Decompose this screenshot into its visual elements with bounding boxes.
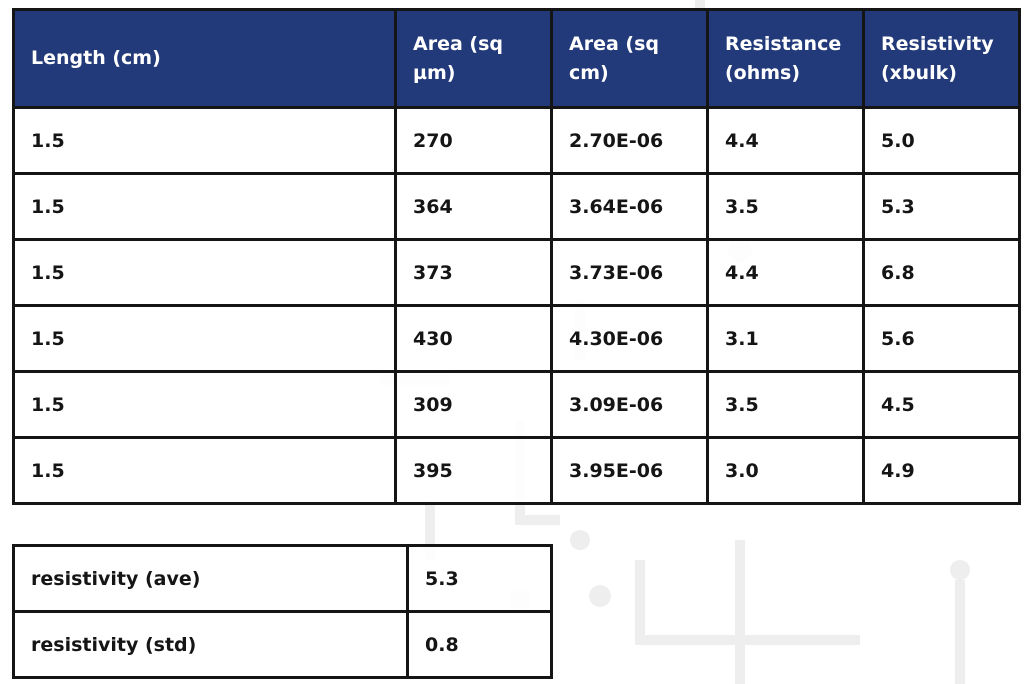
table-row: 1.5 430 4.30E-06 3.1 5.6 — [12, 304, 1021, 373]
table-cell: 4.4 — [706, 238, 865, 307]
table-cell: 3.0 — [706, 436, 865, 505]
table-cell: 4.30E-06 — [550, 304, 709, 373]
table-cell: 6.8 — [862, 238, 1021, 307]
table-cell: 4.5 — [862, 370, 1021, 439]
table-cell: 1.5 — [12, 304, 397, 373]
summary-value: 0.8 — [406, 610, 553, 679]
table-cell: 4.4 — [706, 106, 865, 175]
table-cell: 373 — [394, 238, 553, 307]
table-cell: 1.5 — [12, 238, 397, 307]
table-row: 1.5 395 3.95E-06 3.0 4.9 — [12, 436, 1021, 505]
table-cell: 3.09E-06 — [550, 370, 709, 439]
table-cell: 3.5 — [706, 370, 865, 439]
column-header-area-sq-um: Area (sq µm) — [394, 8, 553, 109]
table-header-row: Length (cm) Area (sq µm) Area (sq cm) Re… — [12, 8, 1021, 109]
table-cell: 3.1 — [706, 304, 865, 373]
table-row: 1.5 373 3.73E-06 4.4 6.8 — [12, 238, 1021, 307]
summary-row-std: resistivity (std) 0.8 — [12, 610, 553, 679]
table-cell: 5.3 — [862, 172, 1021, 241]
column-header-area-sq-cm: Area (sq cm) — [550, 8, 709, 109]
table-cell: 1.5 — [12, 436, 397, 505]
summary-table: resistivity (ave) 5.3 resistivity (std) … — [12, 544, 553, 679]
column-header-resistivity: Resistivity (xbulk) — [862, 8, 1021, 109]
table-cell: 364 — [394, 172, 553, 241]
table-cell: 395 — [394, 436, 553, 505]
table-cell: 309 — [394, 370, 553, 439]
column-header-resistance: Resistance (ohms) — [706, 8, 865, 109]
summary-value: 5.3 — [406, 544, 553, 613]
table-row: 1.5 270 2.70E-06 4.4 5.0 — [12, 106, 1021, 175]
column-header-length: Length (cm) — [12, 8, 397, 109]
table-cell: 2.70E-06 — [550, 106, 709, 175]
summary-label: resistivity (ave) — [12, 544, 409, 613]
table-row: 1.5 309 3.09E-06 3.5 4.5 — [12, 370, 1021, 439]
summary-row-average: resistivity (ave) 5.3 — [12, 544, 553, 613]
table-cell: 270 — [394, 106, 553, 175]
table-cell: 3.73E-06 — [550, 238, 709, 307]
table-row: 1.5 364 3.64E-06 3.5 5.3 — [12, 172, 1021, 241]
table-cell: 5.6 — [862, 304, 1021, 373]
data-table: Length (cm) Area (sq µm) Area (sq cm) Re… — [12, 8, 1021, 505]
table-cell: 3.64E-06 — [550, 172, 709, 241]
summary-label: resistivity (std) — [12, 610, 409, 679]
table-cell: 5.0 — [862, 106, 1021, 175]
table-cell: 4.9 — [862, 436, 1021, 505]
table-cell: 3.5 — [706, 172, 865, 241]
table-cell: 3.95E-06 — [550, 436, 709, 505]
table-cell: 1.5 — [12, 106, 397, 175]
table-cell: 1.5 — [12, 172, 397, 241]
table-cell: 1.5 — [12, 370, 397, 439]
table-cell: 430 — [394, 304, 553, 373]
